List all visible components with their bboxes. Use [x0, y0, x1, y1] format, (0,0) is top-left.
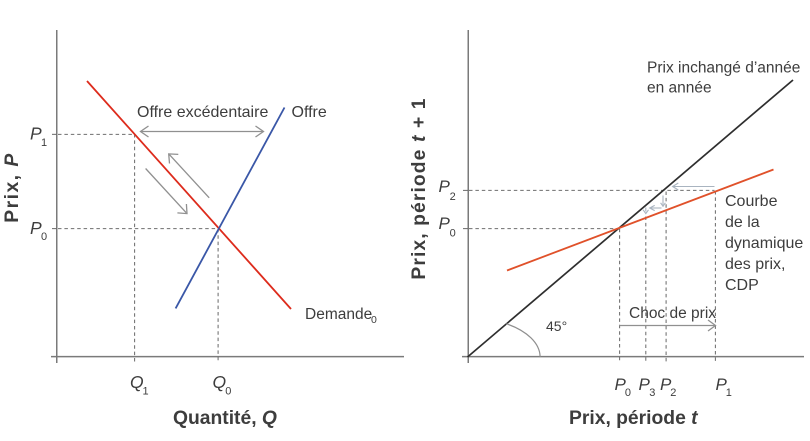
- svg-text:dynamique: dynamique: [725, 235, 803, 252]
- svg-text:0: 0: [225, 385, 231, 397]
- svg-text:1: 1: [41, 137, 47, 149]
- svg-text:Q: Q: [213, 372, 227, 392]
- svg-text:CDP: CDP: [725, 277, 759, 294]
- svg-text:1: 1: [726, 387, 732, 399]
- svg-text:de la: de la: [725, 214, 760, 231]
- svg-text:P: P: [439, 177, 451, 196]
- svg-text:3: 3: [649, 387, 655, 399]
- svg-text:Prix inchangé d’année: Prix inchangé d’année: [647, 60, 800, 77]
- svg-text:en année: en année: [647, 80, 712, 97]
- svg-text:Courbe: Courbe: [725, 193, 778, 210]
- svg-text:Prix, période t + 1: Prix, période t + 1: [409, 97, 430, 279]
- svg-text:0: 0: [450, 227, 456, 239]
- svg-text:1: 1: [143, 385, 149, 397]
- svg-text:P: P: [439, 214, 451, 233]
- svg-text:Quantité, Q: Quantité, Q: [173, 408, 277, 429]
- svg-text:P: P: [615, 375, 627, 394]
- svg-text:Offre: Offre: [292, 104, 327, 121]
- svg-text:2: 2: [450, 191, 456, 203]
- svg-text:0: 0: [371, 314, 377, 326]
- svg-text:Choc de prix: Choc de prix: [629, 305, 716, 322]
- svg-text:P: P: [639, 375, 651, 394]
- svg-text:Q: Q: [130, 372, 144, 392]
- svg-text:2: 2: [670, 387, 676, 399]
- svg-text:P: P: [716, 375, 728, 394]
- svg-text:P: P: [30, 218, 42, 238]
- svg-text:P: P: [660, 375, 672, 394]
- svg-text:0: 0: [625, 387, 631, 399]
- svg-text:des prix,: des prix,: [725, 256, 785, 273]
- svg-text:Prix, P: Prix, P: [2, 152, 23, 223]
- svg-text:Prix, période t: Prix, période t: [569, 408, 699, 429]
- svg-text:45°: 45°: [546, 318, 567, 334]
- svg-text:Demande: Demande: [305, 306, 372, 323]
- svg-text:0: 0: [41, 231, 47, 243]
- svg-text:P: P: [30, 124, 42, 144]
- svg-text:Offre excédentaire: Offre excédentaire: [137, 104, 268, 121]
